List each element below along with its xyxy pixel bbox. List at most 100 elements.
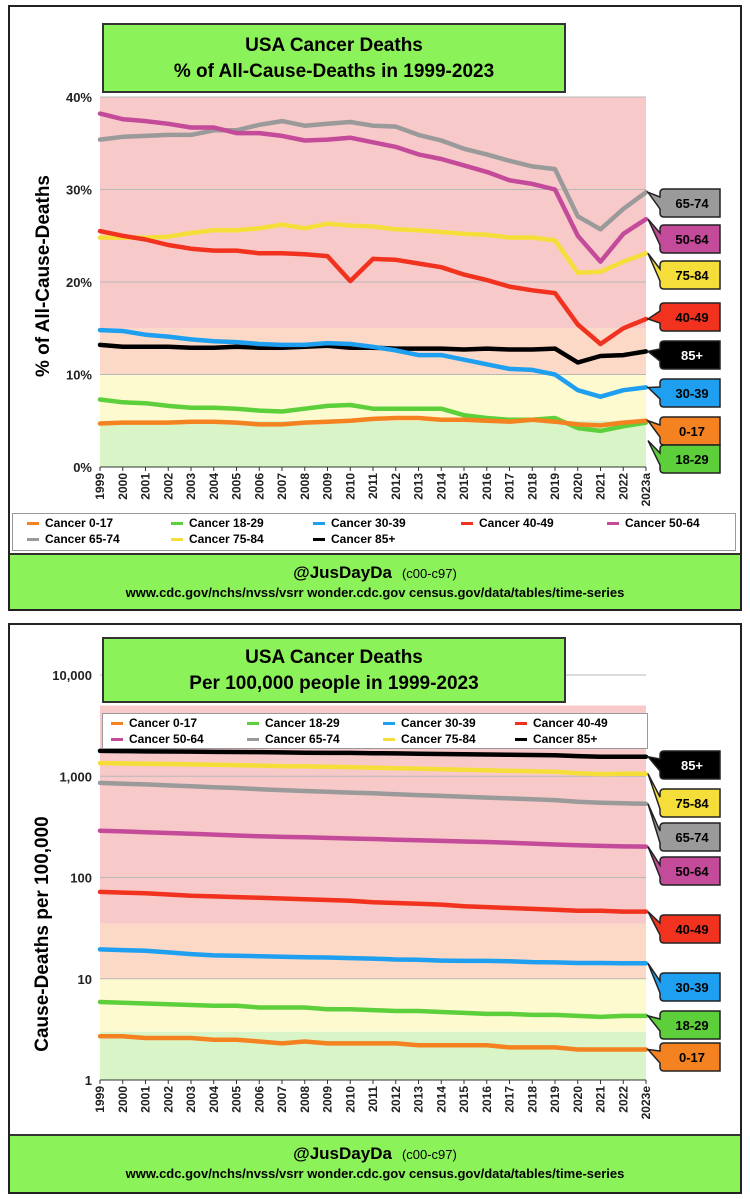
legend-item-c85: Cancer 85+	[313, 532, 395, 546]
tag-label: 18-29	[675, 452, 708, 467]
x-tick-label: 2019	[548, 473, 562, 500]
background-band	[100, 923, 646, 979]
x-tick-label: 2020	[571, 1086, 585, 1113]
x-tick-label: 2018	[525, 473, 539, 500]
x-tick-label: 2016	[480, 473, 494, 500]
legend-swatch	[313, 522, 325, 526]
x-tick-label: 2021	[594, 1086, 608, 1113]
x-tick-label: 2011	[366, 473, 380, 499]
series-end-tag-c75-84: 75-84	[647, 773, 721, 818]
x-tick-label: 2009	[321, 473, 335, 500]
x-tick-label: 2006	[252, 1086, 266, 1113]
series-line-c65-74	[97, 780, 649, 807]
tag-label: 40-49	[675, 922, 708, 937]
tag-label: 30-39	[675, 980, 708, 995]
legend-swatch	[171, 522, 183, 526]
background-band	[100, 420, 646, 467]
series-end-tag-c50-64: 50-64	[647, 218, 721, 254]
legend-label: Cancer 40-49	[479, 516, 554, 530]
x-tick-label: 1999	[93, 473, 107, 500]
x-tick-label: 2015	[457, 473, 471, 500]
series-line-c18-29	[97, 397, 649, 434]
chart-legend: Cancer 0-17 Cancer 18-29 Cancer 30-39 Cance…	[102, 713, 648, 749]
x-tick-label: 2006	[252, 473, 266, 500]
tag-label: 30-39	[675, 386, 708, 401]
chart-footer: @JusDayDa (c00-c97) www.cdc.gov/nchs/nvss…	[10, 553, 740, 609]
legend-item-c65-74: Cancer 65-74	[247, 732, 340, 746]
tag-shape	[646, 750, 721, 780]
series-end-tag-c18-29: 18-29	[647, 440, 721, 474]
legend-label: Cancer 30-39	[401, 716, 476, 730]
y-tick-label: 100	[70, 871, 92, 886]
series-line-c65-74	[97, 118, 649, 232]
legend-swatch	[111, 722, 123, 726]
tag-shape	[646, 378, 721, 408]
tag-shape	[646, 302, 721, 332]
series-end-tag-c85: 85+	[646, 340, 721, 370]
x-tick-label: 2020	[571, 473, 585, 500]
legend-label: Cancer 50-64	[625, 516, 700, 530]
tag-label: 85+	[681, 758, 703, 773]
legend-label: Cancer 75-84	[401, 732, 476, 746]
legend-item-c40-49: Cancer 40-49	[461, 516, 554, 530]
series-line-c40-49	[97, 228, 649, 347]
tag-shape	[645, 416, 721, 446]
legend-item-c0-17: Cancer 0-17	[27, 516, 113, 530]
x-tick-label: 2000	[116, 1086, 130, 1113]
icd-codes: (c00-c97)	[401, 566, 457, 581]
legend-swatch	[111, 738, 123, 742]
data-sources: www.cdc.gov/nchs/nvss/vsrr wonder.cdc.go…	[125, 1166, 625, 1181]
x-tick-label: 2002	[161, 1086, 175, 1113]
x-tick-label: 2003	[184, 473, 198, 500]
legend-label: Cancer 75-84	[189, 532, 264, 546]
legend-item-c30-39: Cancer 30-39	[313, 516, 406, 530]
chart-title: USA Cancer Deaths	[245, 35, 423, 56]
y-tick-label: 1	[85, 1073, 92, 1088]
chart-panel-per-100k: 1 10 100 1,000 10,000 1999 2000 2001 2002 2003 200…	[8, 623, 742, 1194]
legend-swatch	[247, 722, 259, 726]
chart-footer: @JusDayDa (c00-c97) www.cdc.gov/nchs/nvss…	[10, 1134, 740, 1192]
x-tick-label: 2012	[389, 1086, 403, 1113]
tag-label: 75-84	[675, 268, 709, 283]
x-tick-label: 2015	[457, 1086, 471, 1113]
series-end-tag-c30-39: 30-39	[646, 378, 721, 408]
legend-swatch	[171, 538, 183, 542]
y-axis-label: Cause-Deaths per 100,000	[32, 816, 53, 1052]
legend-swatch	[27, 522, 39, 526]
series-end-tag-c75-84: 75-84	[647, 252, 721, 290]
legend-label: Cancer 85+	[533, 732, 598, 746]
x-tick-label: 2004	[207, 473, 221, 500]
tag-shape	[647, 803, 721, 852]
series-end-tag-c85: 85+	[646, 750, 721, 780]
tag-shape	[646, 1042, 721, 1072]
tag-label: 18-29	[675, 1018, 708, 1033]
percent-chart-svg: 0% 10% 20% 30% 40% 1999 2000 2001 2002 2003 2004 20…	[66, 90, 721, 506]
series-end-tag-c0-17: 0-17	[645, 416, 721, 446]
legend-item-c65-74: Cancer 65-74	[27, 532, 120, 546]
x-tick-label: 2001	[139, 1086, 153, 1113]
series-end-tag-c65-74: 65-74	[645, 188, 721, 218]
y-tick-label: 30%	[66, 183, 92, 198]
legend-label: Cancer 0-17	[129, 716, 198, 730]
x-tick-label: 2017	[503, 1086, 517, 1113]
y-tick-label: 40%	[66, 90, 92, 105]
y-tick-label: 1,000	[59, 769, 92, 784]
tag-label: 85+	[681, 348, 703, 363]
legend-label: Cancer 65-74	[265, 732, 340, 746]
legend-item-c75-84: Cancer 75-84	[383, 732, 476, 746]
x-tick-label: 2014	[434, 473, 448, 500]
series-end-tag-c40-49: 40-49	[647, 911, 721, 944]
x-tick-label: 2021	[594, 473, 608, 500]
tag-shape	[647, 252, 721, 290]
series-line-c18-29	[97, 999, 649, 1020]
tag-shape	[647, 911, 721, 944]
x-tick-label: 2013	[412, 1086, 426, 1113]
x-tick-label: 2008	[298, 1086, 312, 1113]
legend-swatch	[247, 738, 259, 742]
x-tick-label: 2008	[298, 473, 312, 500]
tag-shape	[646, 340, 721, 370]
background-band	[100, 328, 646, 375]
x-tick-label: 2018	[525, 1086, 539, 1113]
x-tick-label: 2017	[503, 473, 517, 500]
tag-label: 0-17	[679, 424, 705, 439]
